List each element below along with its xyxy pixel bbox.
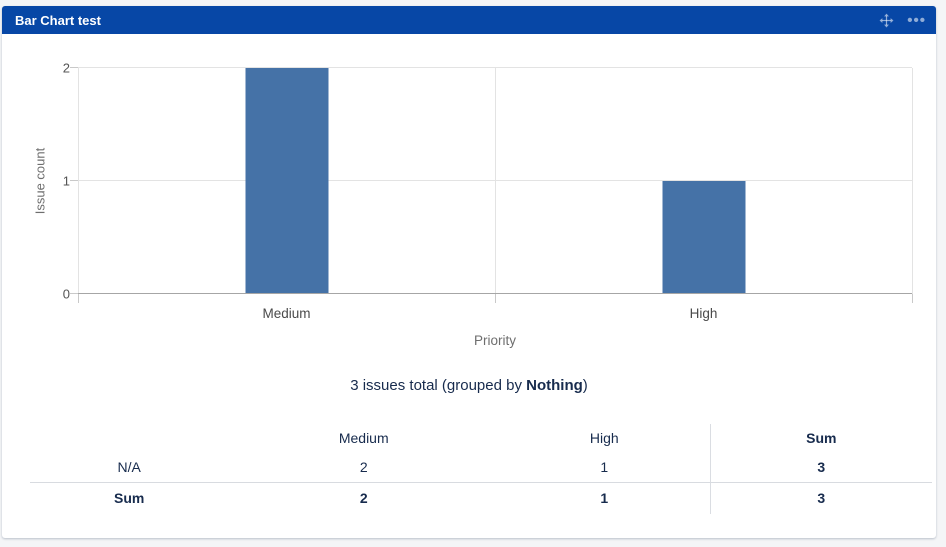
cell-sum: 3 bbox=[709, 452, 932, 483]
x-axis-line bbox=[78, 293, 912, 294]
table-row: N/A 2 1 3 bbox=[30, 452, 932, 483]
more-icon[interactable]: ••• bbox=[907, 11, 926, 29]
gadget-title: Bar Chart test bbox=[15, 12, 101, 28]
y-tick-label: 1 bbox=[62, 173, 70, 189]
priority-stats-table: Medium High Sum N/A 2 1 3 Sum 2 1 3 bbox=[30, 424, 932, 514]
column-header-sum: Sum bbox=[709, 424, 932, 452]
bar-medium bbox=[245, 68, 328, 294]
table-row: Sum 2 1 3 bbox=[30, 482, 932, 514]
table-header-row: Medium High Sum bbox=[30, 424, 932, 452]
column-header-medium: Medium bbox=[338, 430, 389, 446]
x-category-label: Medium bbox=[262, 306, 311, 321]
bar-chart-plot: Issue count Priority 0 1 2 Medium High bbox=[33, 62, 913, 348]
y-axis-title: Issue count bbox=[32, 147, 48, 215]
row-label: N/A bbox=[30, 452, 229, 483]
move-icon[interactable] bbox=[879, 13, 894, 28]
category-boundary bbox=[495, 68, 496, 294]
cell-high: 1 bbox=[600, 490, 609, 507]
y-tick-label: 0 bbox=[62, 286, 70, 302]
column-header-high: High bbox=[589, 430, 619, 446]
issues-summary: 3 issues total (grouped by Nothing) bbox=[2, 376, 936, 396]
gadget-header: Bar Chart test ••• bbox=[2, 6, 936, 34]
category-boundary bbox=[912, 68, 913, 294]
bar-high bbox=[662, 181, 745, 294]
summary-prefix: 3 issues total (grouped by bbox=[350, 377, 527, 394]
cell-high: 1 bbox=[499, 452, 711, 483]
y-tick-label: 2 bbox=[62, 60, 70, 76]
x-tick bbox=[495, 294, 496, 303]
x-tick bbox=[78, 294, 79, 303]
cell-sum: 3 bbox=[709, 482, 932, 514]
summary-suffix: ) bbox=[582, 377, 588, 394]
summary-group-by: Nothing bbox=[526, 377, 583, 394]
row-label: Sum bbox=[114, 490, 145, 507]
bar-chart-gadget: Bar Chart test ••• Issue count bbox=[2, 6, 936, 538]
gadget-header-actions: ••• bbox=[879, 13, 926, 28]
column-header-blank bbox=[30, 424, 228, 452]
cell-medium: 2 bbox=[228, 452, 500, 483]
gridline bbox=[78, 67, 912, 68]
category-boundary bbox=[78, 68, 79, 294]
x-axis-title: Priority bbox=[473, 333, 517, 348]
y-tick bbox=[70, 180, 78, 181]
x-category-label: High bbox=[689, 306, 718, 321]
y-tick bbox=[70, 67, 78, 68]
bar-chart: Issue count Priority 0 1 2 Medium High bbox=[2, 34, 936, 354]
cell-medium: 2 bbox=[359, 490, 368, 507]
x-tick bbox=[912, 294, 913, 303]
y-tick bbox=[70, 293, 78, 294]
